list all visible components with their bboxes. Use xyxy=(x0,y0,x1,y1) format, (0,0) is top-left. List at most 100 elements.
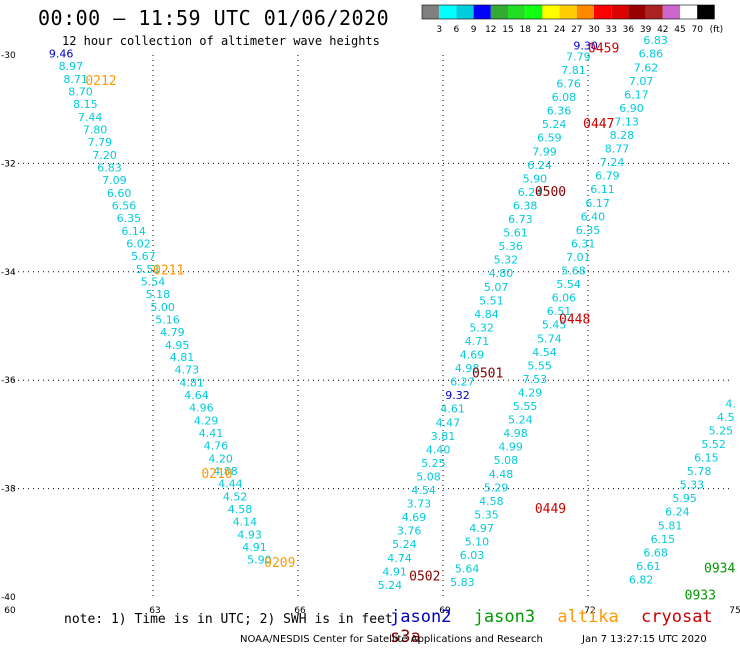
swh-value: 4.98 xyxy=(503,427,528,440)
x-tick-label: 66 xyxy=(294,606,306,616)
y-tick-label: -34 xyxy=(1,268,16,278)
swh-value: 5.16 xyxy=(155,313,180,326)
swh-value: 4.47 xyxy=(436,416,461,429)
time-label: 0449 xyxy=(535,502,566,517)
swh-value: 4.76 xyxy=(204,440,229,453)
swh-value: 4.80 xyxy=(489,267,514,280)
swh-value: 5.07 xyxy=(484,281,509,294)
swh-value: 5.90 xyxy=(247,553,272,566)
scale-swatch xyxy=(490,5,508,19)
swh-value: 5.24 xyxy=(392,538,417,551)
swh-value: 5.45 xyxy=(542,319,567,332)
legend-cryosat: cryosat xyxy=(641,607,713,627)
scale-swatch xyxy=(576,5,594,19)
scale-swatch xyxy=(456,5,474,19)
swh-value: 4.64 xyxy=(184,389,209,402)
swh-value: 5.61 xyxy=(503,227,528,240)
swh-value: 8.71 xyxy=(63,73,88,86)
scale-swatch xyxy=(525,5,543,19)
swh-value: 4.20 xyxy=(208,453,233,466)
time-label: 0447 xyxy=(583,117,614,132)
swh-value: 4.84 xyxy=(474,308,499,321)
swh-value: 6.68 xyxy=(643,546,668,559)
swh-value: 5.00 xyxy=(150,301,175,314)
scale-label: 12 xyxy=(485,25,496,35)
swh-value: 4. xyxy=(725,397,736,410)
scale-label: 33 xyxy=(605,25,616,35)
generated-timestamp: Jan 7 13:27:15 UTC 2020 xyxy=(582,634,707,645)
swh-value: 5.55 xyxy=(527,359,552,372)
swh-value: 4.74 xyxy=(387,552,412,565)
swh-value: 4.91 xyxy=(242,541,267,554)
scale-label: 24 xyxy=(554,25,566,35)
swh-value: 6.15 xyxy=(651,533,676,546)
swh-value: 6.36 xyxy=(547,105,572,118)
swh-value: 4.48 xyxy=(489,468,514,481)
swh-value: 4.98 xyxy=(455,362,480,375)
swh-value: 8.97 xyxy=(59,60,84,73)
swh-value: 9.32 xyxy=(445,389,470,402)
swh-value: 7.53 xyxy=(523,373,548,386)
swh-value: 5.36 xyxy=(498,240,523,253)
time-label: 0502 xyxy=(409,570,440,585)
scale-label: 45 xyxy=(674,25,685,35)
scale-swatch xyxy=(594,5,612,19)
swh-value: 6.82 xyxy=(629,573,654,586)
swh-value: 8.70 xyxy=(68,86,93,99)
swh-value: 4.69 xyxy=(402,511,427,524)
swh-value: 5.78 xyxy=(687,465,712,478)
swh-value: 6.79 xyxy=(595,170,620,183)
time-label: 0211 xyxy=(153,264,184,279)
track-0933: 6.826.616.686.155.816.245.955.335.786.15… xyxy=(629,397,736,586)
swh-value: 5.95 xyxy=(672,492,697,505)
swh-value: 7.99 xyxy=(532,145,557,158)
swh-value: 5.67 xyxy=(131,250,156,263)
legend-s3a: s3a xyxy=(390,627,421,647)
swh-value: 6.61 xyxy=(636,560,661,573)
swh-value: 9.30 xyxy=(573,40,598,53)
y-tick-label: -38 xyxy=(1,485,16,495)
swh-value: 4.58 xyxy=(228,503,253,516)
footer-note: note: 1) Time is in UTC; 2) SWH is in fe… xyxy=(64,612,393,627)
scale-label: 6 xyxy=(454,25,460,35)
swh-value: 4.61 xyxy=(440,403,465,416)
swh-value: 4.40 xyxy=(426,443,451,456)
swh-value: 5.35 xyxy=(474,508,499,521)
time-label: 0500 xyxy=(535,185,566,200)
time-label: 0459 xyxy=(588,41,619,56)
swh-value: 6.27 xyxy=(450,376,475,389)
scale-swatch xyxy=(697,5,715,19)
track-0209-0212: 9.468.978.718.708.157.447.807.797.206.83… xyxy=(49,48,272,567)
swh-value: 4.81 xyxy=(179,377,204,390)
swh-value: 5.18 xyxy=(146,288,171,301)
page-subtitle: 12 hour collection of altimeter wave hei… xyxy=(62,34,380,48)
swh-value: 4.88 xyxy=(213,465,238,478)
scale-swatch xyxy=(559,5,577,19)
swh-value: 5.83 xyxy=(450,576,475,589)
scale-unit: (ft) xyxy=(710,25,724,35)
scale-label: 9 xyxy=(471,25,477,35)
swh-value: 5.81 xyxy=(658,519,683,532)
y-tick-label: -30 xyxy=(1,51,16,61)
swh-value: 6.17 xyxy=(585,197,610,210)
swh-value: 6.73 xyxy=(508,213,533,226)
swh-value: 4.5 xyxy=(717,411,735,424)
swh-value: 5.32 xyxy=(469,321,494,334)
color-scale: 3 6 9 12 15 18 21 24 27 30 33 36 39 42 45 70 (ft) xyxy=(421,4,724,35)
swh-value: 6.35 xyxy=(117,212,142,225)
swh-value: 3.76 xyxy=(397,525,422,538)
swh-value: 4.81 xyxy=(170,351,195,364)
scale-label: 3 xyxy=(436,25,442,35)
x-tick-label: 72 xyxy=(584,606,595,616)
swh-value: 6.51 xyxy=(547,305,572,318)
swh-value: 6.40 xyxy=(581,210,606,223)
swh-value: 7.44 xyxy=(78,111,103,124)
swh-value: 6.06 xyxy=(552,292,577,305)
scale-label: 15 xyxy=(502,25,513,35)
swh-value: 5.90 xyxy=(523,172,548,185)
swh-value: 4.99 xyxy=(498,441,523,454)
swh-value: 5.51 xyxy=(479,294,504,307)
swh-value: 7.62 xyxy=(634,61,659,74)
swh-value: 5.64 xyxy=(455,563,480,576)
scale-swatch xyxy=(662,5,680,19)
